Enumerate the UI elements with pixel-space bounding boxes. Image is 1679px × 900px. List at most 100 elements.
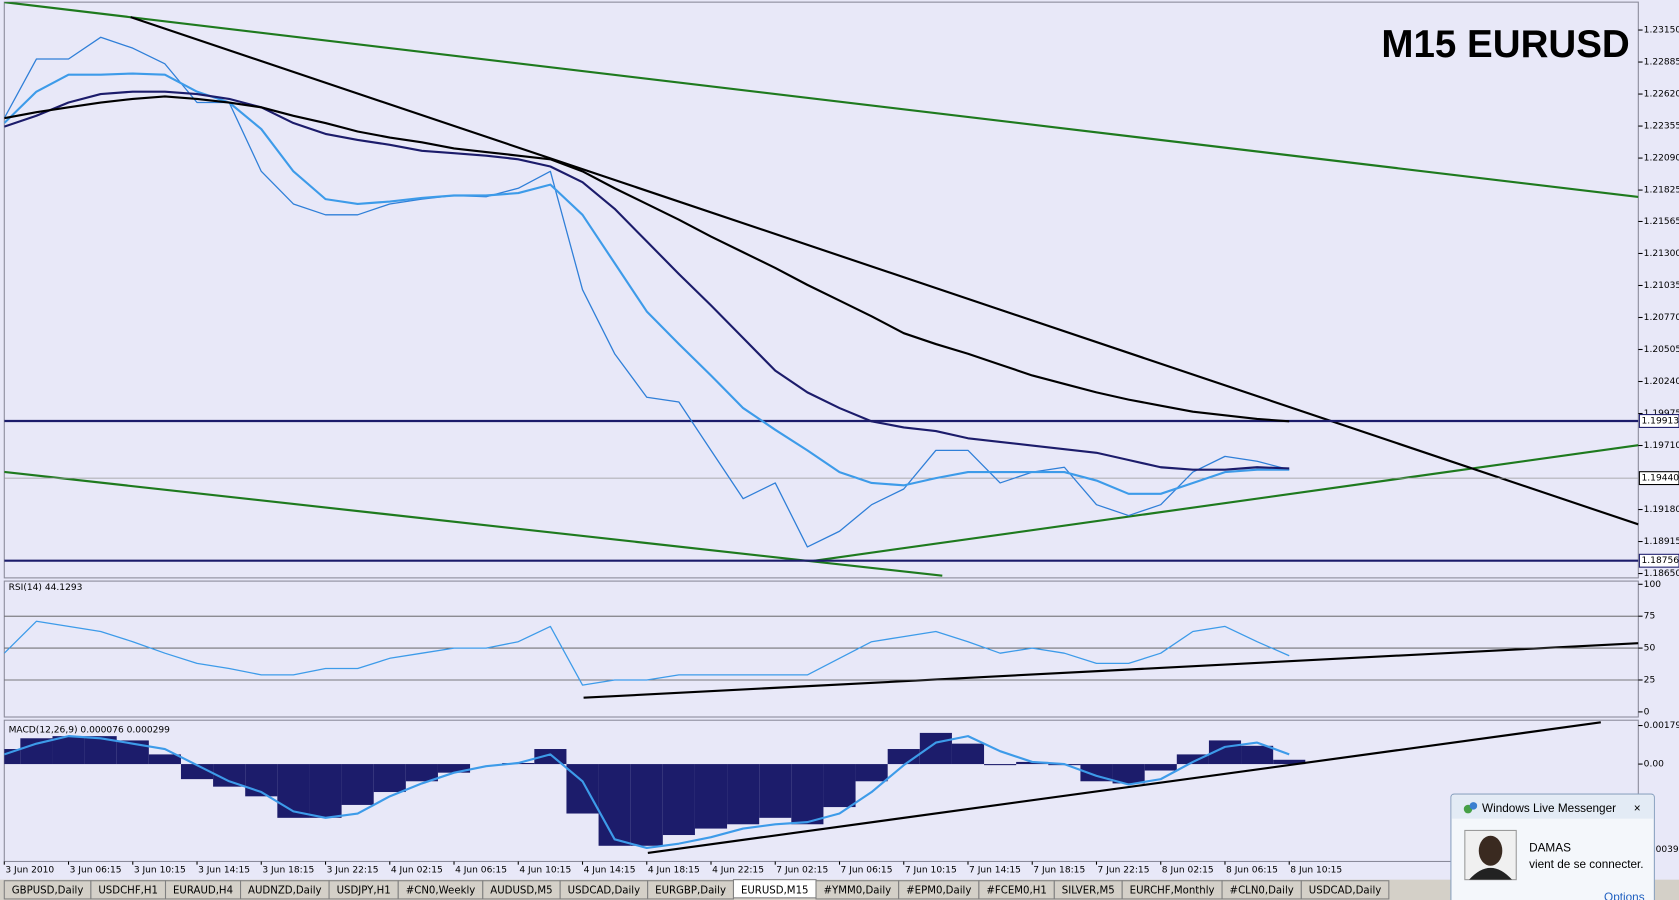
y-tick-label: 0.00 (1644, 760, 1664, 770)
trend-line (583, 642, 1639, 699)
tab-label: AUDNZD,Daily (248, 885, 322, 896)
x-tick-label: 3 Jun 2010 (5, 866, 54, 876)
series-line (4, 90, 1290, 471)
trend-line (647, 721, 1601, 854)
y-tick-label: 1.21565 (1644, 217, 1679, 227)
series-line (4, 72, 1290, 495)
histogram-bar (52, 736, 85, 765)
histogram-bar (984, 764, 1017, 766)
x-tick-label: 8 Jun 02:15 (1162, 866, 1214, 876)
histogram-bar (951, 743, 985, 765)
x-tick-label: 8 Jun 06:15 (1226, 866, 1278, 876)
tab-label: AUDUSD,M5 (490, 885, 552, 896)
y-tick-label: 1.23150 (1644, 26, 1679, 36)
series-line (4, 95, 1290, 423)
y-tick-label: 1.18650 (1644, 569, 1679, 579)
x-tick-label: 7 Jun 06:15 (841, 866, 893, 876)
chart-title: M15 EURUSD (1381, 23, 1629, 66)
histogram-bar (213, 764, 246, 787)
tab-label: USDCHF,H1 (98, 885, 158, 896)
histogram-bar (1112, 764, 1145, 784)
x-tick-label: 4 Jun 18:15 (648, 866, 700, 876)
x-tick-label: 4 Jun 06:15 (455, 866, 507, 876)
histogram-bar (1016, 761, 1049, 765)
histogram-bar (791, 764, 824, 825)
x-tick-label: 4 Jun 02:15 (391, 866, 443, 876)
y-tick-label: 1.19710 (1644, 441, 1679, 451)
x-tick-label: 4 Jun 10:15 (519, 866, 571, 876)
histogram-bar (855, 764, 888, 782)
trend-line (130, 16, 1639, 526)
indicator-label: MACD(12,26,9) 0.000076 0.000299 (9, 725, 171, 735)
tab-label: EURAUD,H4 (173, 885, 233, 896)
histogram-bar (341, 764, 374, 805)
indicator-label: RSI(14) 44.1293 (9, 583, 83, 593)
tab-label: USDCAD,Daily (568, 885, 641, 896)
y-tick-label: 0 (1644, 707, 1650, 717)
y-tick-label: 1.22620 (1644, 90, 1679, 100)
y-tick-label: 100 (1644, 580, 1662, 590)
histogram-bar (116, 740, 149, 765)
y-tick-label: 1.22355 (1644, 122, 1679, 132)
tab-label: EURCHF,Monthly (1130, 885, 1215, 896)
x-tick-label: 3 Jun 22:15 (327, 866, 379, 876)
histogram-bar (309, 764, 342, 818)
y-tick-label: 1.20240 (1644, 377, 1679, 387)
rsi-panel (3, 580, 1639, 718)
histogram-bar (437, 764, 471, 773)
avatar (1469, 867, 1512, 880)
histogram-bar (405, 764, 438, 782)
x-tick-label: 7 Jun 10:15 (905, 866, 957, 876)
histogram-bar (148, 754, 181, 765)
y-tick-label: 1.20505 (1644, 345, 1679, 355)
app-icon (1469, 802, 1478, 810)
histogram-bar (180, 764, 214, 780)
x-tick-label: 4 Jun 14:15 (584, 866, 636, 876)
x-tick-label: 7 Jun 02:15 (776, 866, 828, 876)
tab-label: #EPM0,Daily (906, 885, 971, 896)
contact-name: DAMAS (1529, 842, 1571, 855)
x-tick-label: 3 Jun 18:15 (262, 866, 314, 876)
series-line (4, 36, 1290, 548)
avatar (1478, 835, 1503, 866)
macd-plot (4, 732, 1306, 849)
histogram-bar (694, 764, 728, 829)
trend-line (813, 444, 1639, 562)
rsi-plot (4, 615, 1639, 699)
trend-line (4, 470, 943, 577)
tabs: GBPUSD,Daily USDCHF,H1 EURAUD,H4 AUDNZD,Dai… (3, 879, 1390, 900)
x-tick-label: 3 Jun 06:15 (70, 866, 122, 876)
tab-label: #CN0,Weekly (406, 885, 476, 896)
close-button[interactable]: × (1634, 802, 1641, 815)
tab[interactable] (1300, 880, 1390, 900)
tab-label: EURGBP,Daily (655, 885, 726, 896)
tab-label: #FCEM0,H1 (986, 885, 1046, 896)
bid-label: 1.19440 (1642, 474, 1679, 484)
options-link[interactable]: Options (1604, 891, 1645, 900)
x-tick-label: 7 Jun 14:15 (969, 866, 1021, 876)
y-tick-label: -0.00398 (1644, 845, 1679, 855)
tab-label: EURUSD,M15 (741, 885, 809, 896)
y-tick-label: 0.001792 (1644, 721, 1679, 731)
series-line (4, 620, 1290, 686)
histogram-bar (1241, 745, 1274, 765)
x-tick-label: 3 Jun 14:15 (198, 866, 250, 876)
y-tick-label: 1.20770 (1644, 313, 1679, 323)
notification-app: Windows Live Messenger (1482, 802, 1616, 815)
y-tick-label: 50 (1644, 644, 1656, 654)
y-tick-label: 25 (1644, 675, 1656, 685)
series-line (4, 735, 1290, 849)
y-tick-label: 1.18915 (1644, 537, 1679, 547)
level-label: 1.19913 (1642, 416, 1679, 426)
y-tick-label: 1.21035 (1644, 281, 1679, 291)
histogram-bar (277, 764, 310, 818)
tab-label: USDJPY,H1 (337, 885, 391, 896)
trend-line (4, 2, 1639, 198)
notification-message: vient de se connecter. (1529, 858, 1644, 871)
tab-label: #YMM0,Daily (824, 885, 892, 896)
y-tick-label: 1.19975 (1644, 409, 1679, 419)
histogram-bar (823, 764, 856, 808)
histogram-bar (630, 764, 663, 846)
notification: Windows Live Messenger × DAMAS vient de … (1450, 793, 1655, 900)
